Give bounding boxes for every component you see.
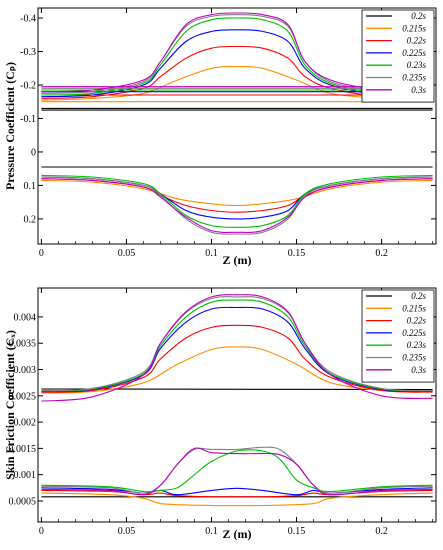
chart-panel-2: 0 0.05 0.1 0.15 0.2 0.0005 0.001 0.0015 0.002 0.0… [3, 287, 437, 541]
legend-entry: 0.3s [411, 85, 426, 95]
legend-box [361, 289, 435, 383]
y-tick-label: 0.004 [14, 312, 37, 323]
y-tick-label: 0.0035 [9, 339, 37, 350]
chart-panel-1: 0 0.05 0.1 0.15 0.2 -0.4 -0.3 -0.2 -0.1 0 0.1 0.2 Z … [3, 7, 437, 267]
series-line-0-225s-upper [41, 29, 433, 98]
legend-entry: 0.22s [407, 316, 427, 326]
y-tick-label: -0.2 [20, 80, 36, 91]
x-tick-label: 0.05 [118, 526, 136, 537]
legend-entry: 0.225s [402, 48, 426, 58]
series-line-0-235s-lower [41, 176, 433, 235]
y-tick-label: 0.0005 [9, 496, 37, 507]
legend-entry: 0.215s [402, 303, 426, 313]
y-axis-title: Pressure Coefficient (Cₚ) [3, 62, 17, 190]
legend-entry: 0.2s [411, 291, 426, 301]
series-line-0-215s-lower [41, 492, 433, 507]
series-line-0-215s-upper [41, 346, 433, 394]
series-line-0-235s-upper [41, 14, 433, 94]
legend-entry: 0.215s [402, 23, 426, 33]
y-tick-label: -0.3 [20, 47, 36, 58]
x-tick-label: 0.1 [205, 248, 218, 259]
x-tick-label: 0.05 [118, 248, 136, 259]
x-axis-title: Z (m) [223, 527, 252, 541]
y-tick-label: 0.003 [14, 365, 37, 376]
y-tick-label: 0.2 [24, 214, 37, 225]
x-tick-label: 0.2 [375, 526, 388, 537]
y-tick-label: -0.4 [20, 14, 36, 25]
y-axis-title: Skin Friction Coefficient (Cₓ) [3, 330, 17, 480]
x-tick-label: 0.1 [205, 526, 218, 537]
y-tick-label: 0.002 [14, 418, 37, 429]
x-tick-label: 0 [39, 248, 44, 259]
series-line-0-23s-lower [41, 449, 433, 493]
legend-entry: 0.235s [402, 73, 426, 83]
series-line-0-3s-upper [41, 12, 433, 93]
series-line-0-23s-lower [41, 174, 433, 228]
legend: 0.2s 0.215s 0.22s 0.225s 0.23s 0.235s 0.3s [361, 289, 435, 383]
y-tick-label: 0 [31, 147, 36, 158]
series-line-0-23s-upper [41, 17, 433, 96]
legend-entry: 0.2s [411, 11, 426, 21]
y-tick-label: 0.1 [24, 181, 37, 192]
series-line-0-235s-upper [41, 296, 433, 392]
legend-entry: 0.235s [402, 353, 426, 363]
x-tick-label: 0.15 [288, 248, 306, 259]
series-line-0-215s-lower [41, 179, 433, 207]
series-line-0-235s-lower [41, 446, 433, 494]
legend-box [361, 9, 435, 103]
legend: 0.2s 0.215s 0.22s 0.225s 0.23s 0.235s 0.3s [361, 9, 435, 103]
legend-entry: 0.22s [407, 36, 427, 46]
series-line-0-3s-lower [41, 447, 433, 496]
series-line-0-3s-lower [41, 178, 433, 233]
y-tick-label: 0.0015 [9, 444, 37, 455]
y-tick-label: 0.001 [14, 470, 37, 481]
legend-entry: 0.225s [402, 328, 426, 338]
legend-entry: 0.23s [407, 60, 427, 70]
y-tick-label: -0.1 [20, 114, 36, 125]
legend-entry: 0.3s [411, 365, 426, 375]
plot-area [41, 294, 433, 507]
x-tick-label: 0 [39, 526, 44, 537]
legend-entry: 0.23s [407, 340, 427, 350]
x-axis-title: Z (m) [223, 253, 252, 267]
x-tick-label: 0.2 [375, 248, 388, 259]
series-line-0-3s-upper [41, 294, 433, 402]
series-line-0-22s-upper [41, 324, 433, 393]
series-line-0-23s-upper [41, 299, 433, 392]
y-tick-label: 0.0025 [9, 391, 37, 402]
x-tick-label: 0.15 [288, 526, 306, 537]
